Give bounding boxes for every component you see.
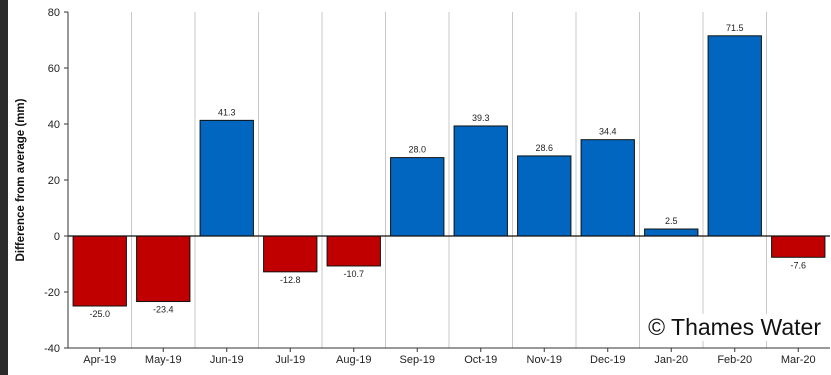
data-label: 2.5 [665, 216, 678, 226]
data-label: 34.4 [599, 127, 617, 137]
x-tick-label: Feb-20 [717, 354, 752, 366]
rainfall-difference-chart: -40 -20 0 20 40 60 80 -25.0 Apr-19 -23.4 May-19 41.… [15, 7, 830, 366]
data-label: 71.5 [726, 23, 744, 33]
y-tick-label: -40 [44, 343, 60, 355]
y-tick-label: 40 [48, 119, 60, 131]
x-tick-label: May-19 [145, 354, 182, 366]
x-tick-label: Nov-19 [527, 354, 562, 366]
bar-feb-20 [707, 35, 762, 237]
x-tick-label: Jul-19 [275, 354, 305, 366]
bar-may-19 [136, 235, 191, 303]
x-tick-label: Apr-19 [83, 354, 116, 366]
data-label: -7.6 [790, 260, 806, 270]
x-tick-label: Jun-19 [210, 354, 244, 366]
bar-oct-19 [453, 125, 508, 237]
bar-sep-19 [390, 157, 445, 237]
data-label: -23.4 [153, 305, 174, 315]
data-label: 28.6 [535, 143, 553, 153]
data-label: -25.0 [89, 309, 110, 319]
data-label: 39.3 [472, 113, 490, 123]
chart-frame: -40 -20 0 20 40 60 80 -25.0 Apr-19 -23.4 May-19 41.… [8, 0, 831, 375]
y-tick-label: -20 [44, 287, 60, 299]
x-tick-label: Sep-19 [400, 354, 435, 366]
y-axis-title: Difference from average (mm) [15, 98, 27, 261]
data-label: 28.0 [408, 145, 426, 155]
x-tick-label: Dec-19 [590, 354, 625, 366]
y-tick-label: 60 [48, 63, 60, 75]
x-tick-label: Aug-19 [336, 354, 371, 366]
data-label: 41.3 [218, 107, 236, 117]
copyright-watermark: © Thames Water [646, 314, 823, 341]
bar-dec-19 [580, 139, 635, 237]
x-tick-label: Jan-20 [654, 354, 688, 366]
data-label: -10.7 [343, 269, 364, 279]
bar-nov-19 [517, 155, 572, 237]
bar-aug-19 [326, 235, 381, 267]
x-tick-label: Oct-19 [464, 354, 497, 366]
x-tick-label: Mar-20 [781, 354, 816, 366]
bar-apr-19 [72, 235, 127, 307]
y-tick-label: 0 [54, 231, 60, 243]
y-tick-label: 20 [48, 175, 60, 187]
bar-jan-20 [644, 228, 699, 237]
data-label: -12.8 [280, 275, 301, 285]
bar-jun-19 [199, 119, 254, 237]
bar-mar-20 [771, 235, 826, 258]
y-tick-label: 80 [48, 7, 60, 19]
bar-jul-19 [263, 235, 318, 273]
